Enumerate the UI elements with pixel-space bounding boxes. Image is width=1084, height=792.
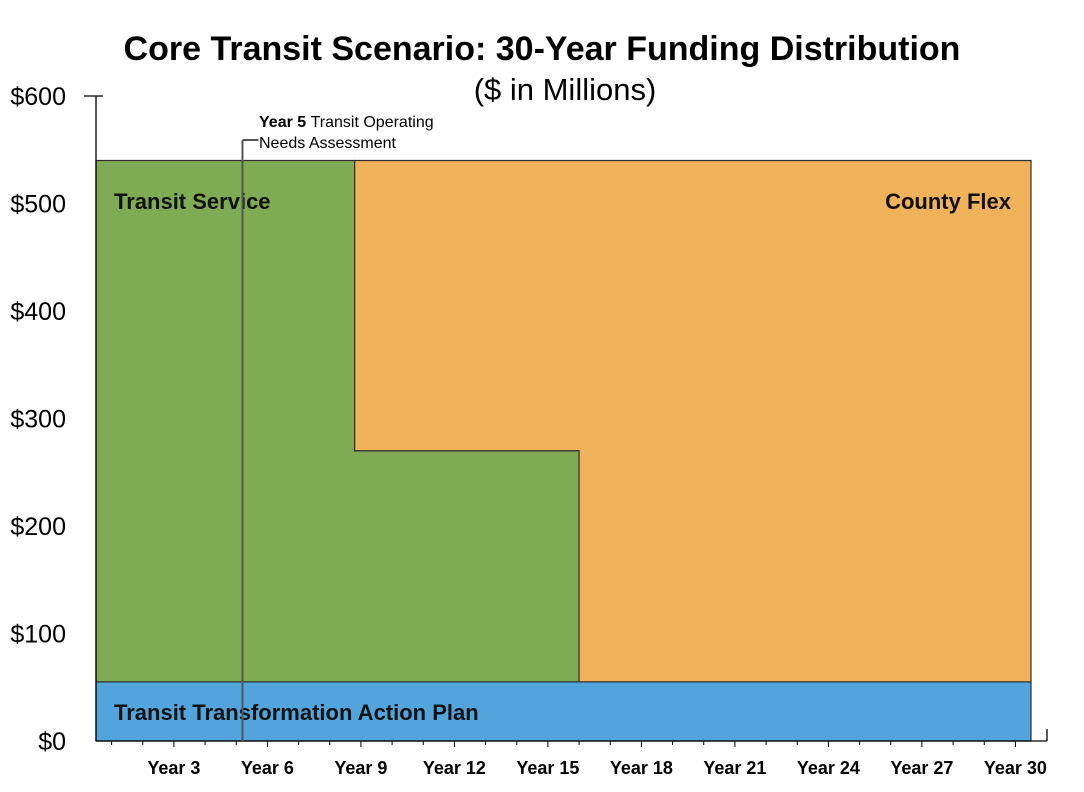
chart-subtitle: ($ in Millions) [473,72,657,107]
annotation: Year 5 Transit Operating Needs Assessment [241,114,434,741]
y-tick-label: $600 [10,83,66,111]
x-tick-label: Year 6 [241,758,294,778]
y-tick-label: $200 [10,513,66,541]
x-tick-label: Year 3 [147,758,200,778]
x-tick-label: Year 9 [334,758,387,778]
y-tick-label: $100 [10,621,66,649]
x-tick-label: Year 18 [610,758,673,778]
x-tick-label: Year 12 [423,758,486,778]
region-county-flex [354,159,1032,683]
y-tick-label: $400 [10,298,66,326]
chart-title: Core Transit Scenario: 30-Year Funding D… [123,30,961,68]
region-label-county-flex: County Flex [885,189,1012,214]
y-axis-labels: $0 $100 $200 $300 $400 $500 $600 [10,83,66,756]
region-label-transit-transformation-action-plan: Transit Transformation Action Plan [114,700,479,725]
region-labels: Transit Service County Flex Transit Transf… [114,189,1012,725]
x-tick-label: Year 15 [516,758,579,778]
x-tick-label: Year 24 [797,758,860,778]
region-label-transit-service: Transit Service [114,189,271,214]
annotation-text-line1: Year 5 Transit Operating [259,114,434,131]
y-tick-label: $500 [10,191,66,219]
x-tick-label: Year 27 [890,758,953,778]
x-axis-labels: Year 3 Year 6 Year 9 Year 12 Year 15 Year 18 Y… [147,758,1047,778]
y-tick-label: $300 [10,406,66,434]
x-tick-label: Year 30 [984,758,1047,778]
chart-axes [84,95,1048,747]
x-tick-label: Year 21 [703,758,766,778]
annotation-text-line2: Needs Assessment [259,135,397,152]
y-tick-label: $0 [38,728,66,756]
chart-regions [95,159,1032,742]
